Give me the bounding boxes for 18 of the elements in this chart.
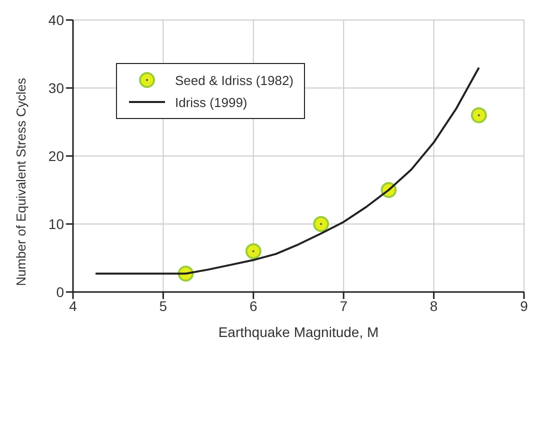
x-tick-label: 5 [159,298,168,314]
point [470,107,487,124]
y-axis-title: Number of Equivalent Stress Cycles [14,77,29,286]
y-tick-label: 10 [48,216,64,232]
y-tick-label: 30 [48,80,64,96]
x-tick-label: 6 [250,298,258,314]
x-tick-label: 7 [340,298,348,314]
y-tick-label: 40 [48,12,64,28]
legend-label: Seed & Idriss (1982) [175,72,294,88]
x-tick-label: 4 [69,298,78,314]
point [313,216,330,232]
y-tick-label: 0 [56,284,64,300]
point [245,243,262,260]
x-axis-title: Earthquake Magnitude, M [218,324,379,340]
x-tick-label: 8 [430,298,438,314]
y-tick-label: 20 [48,148,64,164]
x-tick-label: 9 [520,298,528,314]
legend-label: Idriss (1999) [175,94,248,110]
